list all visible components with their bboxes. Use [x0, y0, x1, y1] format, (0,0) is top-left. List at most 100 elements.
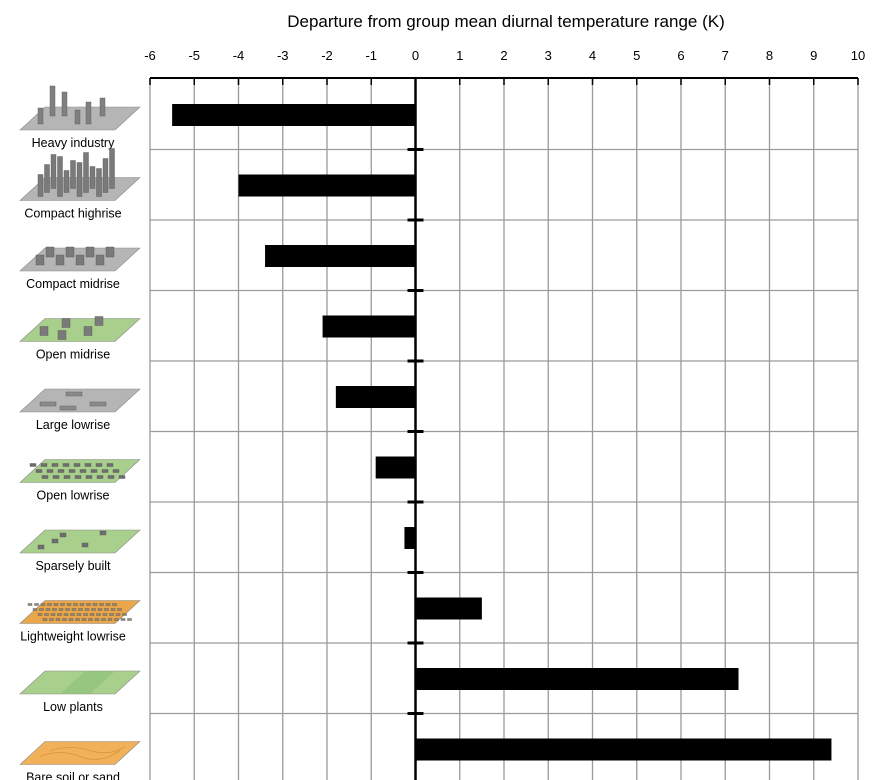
- x-tick-label: 3: [545, 48, 552, 63]
- x-tick-label: 8: [766, 48, 773, 63]
- icon-block: [107, 475, 115, 479]
- icon-block: [99, 530, 107, 536]
- x-tick-label: 7: [722, 48, 729, 63]
- icon-block: [94, 316, 104, 326]
- icon-block: [95, 463, 103, 467]
- heavy-industry-icon: [19, 85, 141, 131]
- compact-midrise-icon: [19, 246, 141, 272]
- x-axis-title: Departure from group mean diurnal temper…: [287, 12, 725, 31]
- icon-block: [70, 160, 76, 189]
- icon-block: [90, 469, 98, 473]
- icon-block: [52, 475, 60, 479]
- icon-block: [39, 326, 49, 336]
- icon-block: [40, 463, 48, 467]
- icon-block: [109, 613, 114, 616]
- icon-block: [107, 618, 113, 621]
- icon-block: [127, 618, 132, 621]
- icon-block: [37, 544, 45, 550]
- icon-strip: [60, 671, 115, 694]
- icon-block: [76, 613, 82, 616]
- icon-block: [59, 405, 77, 411]
- icon-block: [89, 401, 107, 407]
- icon-block: [55, 254, 65, 266]
- icon-block: [29, 463, 37, 467]
- icon-block: [61, 91, 68, 117]
- icon-block: [81, 542, 89, 548]
- icon-block: [79, 469, 87, 473]
- icon-block: [37, 613, 43, 616]
- icon-block: [50, 613, 56, 616]
- icon-block: [89, 166, 96, 189]
- icon-block: [63, 475, 71, 479]
- icon-block: [96, 475, 104, 479]
- category-label: Heavy industry: [32, 136, 115, 150]
- icon-block: [39, 401, 57, 407]
- icon-block: [85, 101, 92, 125]
- icon-block: [74, 109, 81, 125]
- icon-block: [57, 613, 62, 616]
- icon-block: [66, 603, 72, 606]
- icon-block: [112, 603, 117, 606]
- low-plants-icon: [19, 670, 141, 695]
- bar-bare-soil-or-sand: [415, 738, 832, 761]
- bar-heavy-industry: [172, 104, 416, 126]
- icon-block: [94, 618, 100, 621]
- icon-block: [40, 603, 46, 606]
- icon-block: [68, 618, 74, 621]
- icon-ground: [19, 318, 141, 342]
- icon-block: [61, 318, 71, 328]
- bar-sparsely-built: [404, 527, 416, 549]
- icon-block: [62, 463, 70, 467]
- icon-block: [59, 532, 67, 538]
- icon-block: [63, 613, 69, 616]
- icon-block: [34, 603, 39, 606]
- icon-block: [89, 613, 95, 616]
- icon-block: [97, 608, 103, 611]
- x-tick-label: 2: [500, 48, 507, 63]
- icon-block: [76, 162, 83, 197]
- icon-block: [57, 330, 67, 340]
- icon-block: [114, 618, 119, 621]
- icon-block: [65, 391, 83, 397]
- icon-block: [92, 603, 98, 606]
- icon-block: [57, 156, 63, 197]
- icon-block: [41, 475, 49, 479]
- category-label: Compact midrise: [26, 277, 120, 291]
- icon-block: [51, 538, 59, 544]
- category-label: Sparsely built: [35, 559, 111, 573]
- icon-block: [83, 152, 89, 193]
- icon-block: [45, 608, 51, 611]
- icon-block: [75, 254, 85, 266]
- icon-block: [88, 618, 93, 621]
- icon-block: [85, 246, 95, 258]
- icon-block: [106, 463, 114, 467]
- category-label: Open lowrise: [37, 489, 110, 503]
- icon-block: [70, 613, 75, 616]
- icon-block: [109, 148, 115, 189]
- icon-block: [74, 475, 82, 479]
- icon-ground: [19, 388, 141, 413]
- icon-block: [84, 463, 92, 467]
- icon-block: [112, 469, 120, 473]
- icon-block: [55, 618, 61, 621]
- icon-block: [71, 608, 77, 611]
- icon-ground: [19, 741, 141, 765]
- bar-compact-midrise: [265, 245, 416, 267]
- icon-block: [85, 475, 93, 479]
- icon-block: [84, 608, 90, 611]
- category-label: Large lowrise: [36, 418, 110, 432]
- icon-block: [57, 469, 65, 473]
- icon-block: [47, 603, 52, 606]
- open-lowrise-icon: [19, 459, 141, 483]
- icon-block: [120, 618, 126, 621]
- icon-block: [75, 618, 80, 621]
- category-label: Bare soil or sand: [26, 771, 120, 780]
- icon-block: [42, 618, 48, 621]
- x-tick-label: -5: [188, 48, 200, 63]
- x-tick-label: -2: [321, 48, 333, 63]
- x-tick-label: 10: [851, 48, 865, 63]
- icon-block: [46, 469, 54, 473]
- icon-block: [39, 608, 44, 611]
- icon-block: [58, 608, 64, 611]
